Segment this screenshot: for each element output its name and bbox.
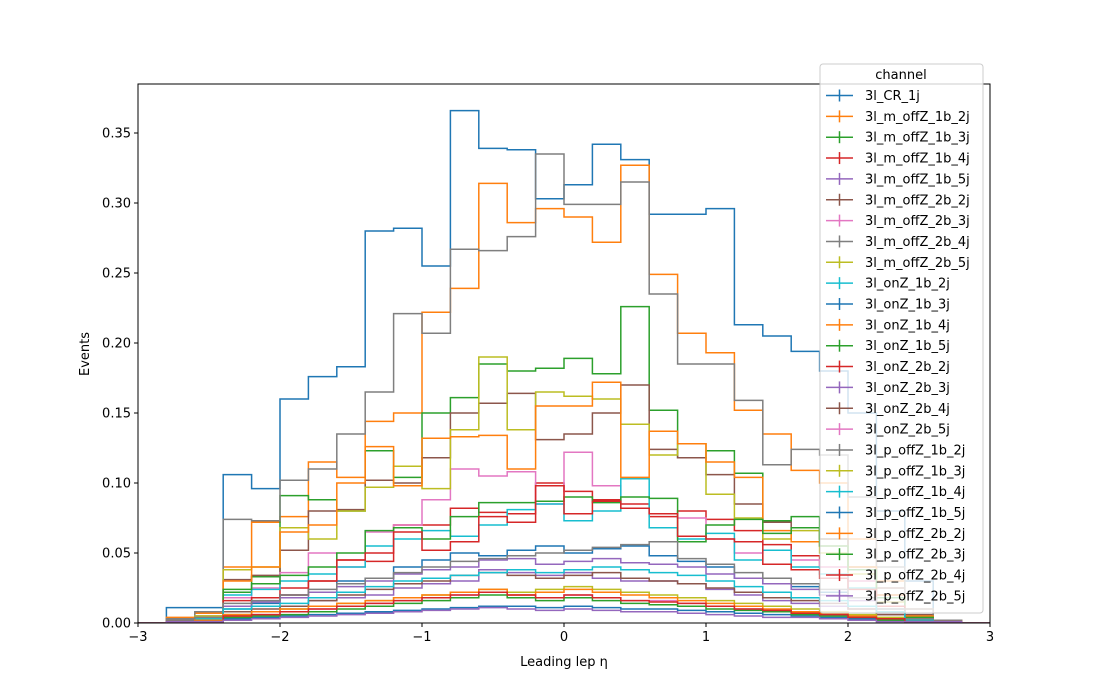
legend-item-3l_onZ_1b_2j: 3l_onZ_1b_2j	[826, 277, 950, 292]
y-axis: 0.00 0.05 0.10 0.15 0.20 0.25 0.30 0.35	[102, 127, 138, 632]
y-tick-label: 0.35	[102, 127, 131, 142]
x-tick-label: 0	[560, 630, 568, 645]
y-tick-label: 0.15	[102, 407, 131, 422]
y-tick-label: 0.20	[102, 337, 131, 352]
legend-item-3l_onZ_2b_4j: 3l_onZ_2b_4j	[826, 402, 950, 417]
legend-label: 3l_p_offZ_1b_2j	[865, 443, 965, 458]
legend-label: 3l_p_offZ_1b_5j	[865, 506, 965, 521]
legend-item-3l_CR_1j: 3l_CR_1j	[826, 89, 920, 104]
y-tick-label: 0.00	[102, 617, 131, 632]
y-tick-label: 0.10	[102, 477, 131, 492]
x-tick-label: 1	[702, 630, 710, 645]
legend-label: 3l_onZ_1b_5j	[865, 339, 950, 354]
legend-label: 3l_m_offZ_1b_2j	[865, 110, 970, 125]
x-tick-label: −3	[128, 630, 147, 645]
y-tick-label: 0.30	[102, 197, 131, 212]
legend-label: 3l_onZ_2b_3j	[865, 381, 950, 396]
legend-box	[819, 63, 984, 614]
legend-item-3l_p_offZ_1b_3j: 3l_p_offZ_1b_3j	[826, 464, 965, 479]
legend-item-3l_onZ_2b_5j: 3l_onZ_2b_5j	[826, 423, 950, 438]
legend-item-3l_m_offZ_2b_4j: 3l_m_offZ_2b_4j	[826, 235, 970, 250]
legend-label: 3l_p_offZ_2b_5j	[865, 589, 965, 604]
series-line-3l_p_offZ_2b_5j	[138, 606, 990, 623]
legend-item-3l_onZ_2b_3j: 3l_onZ_2b_3j	[826, 381, 950, 396]
x-tick-label: −2	[270, 630, 289, 645]
legend-item-3l_onZ_2b_2j: 3l_onZ_2b_2j	[826, 360, 950, 375]
legend-label: 3l_p_offZ_1b_3j	[865, 464, 965, 479]
x-axis-label: Leading lep η	[520, 655, 608, 670]
legend: channel 3l_CR_1j 3l_m_offZ_1b_2j 3l_m_offZ…	[819, 63, 984, 614]
legend-item-3l_p_offZ_1b_5j: 3l_p_offZ_1b_5j	[826, 506, 965, 521]
legend-item-3l_m_offZ_2b_5j: 3l_m_offZ_2b_5j	[826, 256, 970, 271]
legend-item-3l_onZ_1b_3j: 3l_onZ_1b_3j	[826, 298, 950, 313]
series-line-3l_p_offZ_1b_5j	[138, 605, 990, 623]
legend-label: 3l_onZ_1b_3j	[865, 298, 950, 313]
legend-label: 3l_m_offZ_1b_5j	[865, 172, 970, 187]
legend-label: 3l_p_offZ_2b_2j	[865, 527, 965, 542]
legend-item-3l_p_offZ_2b_2j: 3l_p_offZ_2b_2j	[826, 527, 965, 542]
legend-item-3l_m_offZ_1b_3j: 3l_m_offZ_1b_3j	[826, 131, 970, 146]
y-tick-label: 0.05	[102, 547, 131, 562]
series-line-3l_p_offZ_2b_4j	[138, 591, 990, 623]
legend-item-3l_p_offZ_2b_5j: 3l_p_offZ_2b_5j	[826, 589, 965, 604]
legend-item-3l_p_offZ_2b_4j: 3l_p_offZ_2b_4j	[826, 569, 965, 584]
legend-title: channel	[875, 68, 926, 83]
legend-label: 3l_m_offZ_1b_3j	[865, 131, 970, 146]
legend-item-3l_m_offZ_2b_2j: 3l_m_offZ_2b_2j	[826, 193, 970, 208]
legend-label: 3l_onZ_2b_4j	[865, 402, 950, 417]
legend-item-3l_p_offZ_1b_2j: 3l_p_offZ_1b_2j	[826, 443, 965, 458]
legend-label: 3l_CR_1j	[865, 89, 920, 104]
x-tick-label: 3	[986, 630, 994, 645]
legend-item-3l_m_offZ_1b_4j: 3l_m_offZ_1b_4j	[826, 152, 970, 167]
legend-item-3l_p_offZ_2b_3j: 3l_p_offZ_2b_3j	[826, 548, 965, 563]
legend-item-3l_onZ_1b_4j: 3l_onZ_1b_4j	[826, 318, 950, 333]
legend-item-3l_p_offZ_1b_4j: 3l_p_offZ_1b_4j	[826, 485, 965, 500]
y-tick-label: 0.25	[102, 267, 131, 282]
y-axis-label: Events	[78, 332, 93, 376]
legend-label: 3l_p_offZ_2b_3j	[865, 548, 965, 563]
legend-label: 3l_m_offZ_1b_4j	[865, 152, 970, 167]
x-tick-label: −1	[412, 630, 431, 645]
x-axis: −3 −2 −1 0 1 2 3	[128, 623, 994, 645]
legend-label: 3l_onZ_1b_4j	[865, 318, 950, 333]
legend-label: 3l_onZ_1b_2j	[865, 277, 950, 292]
legend-label: 3l_m_offZ_2b_5j	[865, 256, 970, 271]
legend-label: 3l_p_offZ_1b_4j	[865, 485, 965, 500]
series-line-3l_p_offZ_2b_3j	[138, 594, 990, 623]
legend-label: 3l_onZ_2b_5j	[865, 423, 950, 438]
legend-label: 3l_m_offZ_2b_3j	[865, 214, 970, 229]
x-tick-label: 2	[844, 630, 852, 645]
legend-item-3l_m_offZ_2b_3j: 3l_m_offZ_2b_3j	[826, 214, 970, 229]
legend-item-3l_onZ_1b_5j: 3l_onZ_1b_5j	[826, 339, 950, 354]
legend-item-3l_m_offZ_1b_5j: 3l_m_offZ_1b_5j	[826, 172, 970, 187]
legend-label: 3l_m_offZ_2b_4j	[865, 235, 970, 250]
legend-item-3l_m_offZ_1b_2j: 3l_m_offZ_1b_2j	[826, 110, 970, 125]
legend-label: 3l_p_offZ_2b_4j	[865, 569, 965, 584]
legend-label: 3l_onZ_2b_2j	[865, 360, 950, 375]
legend-label: 3l_m_offZ_2b_2j	[865, 193, 970, 208]
